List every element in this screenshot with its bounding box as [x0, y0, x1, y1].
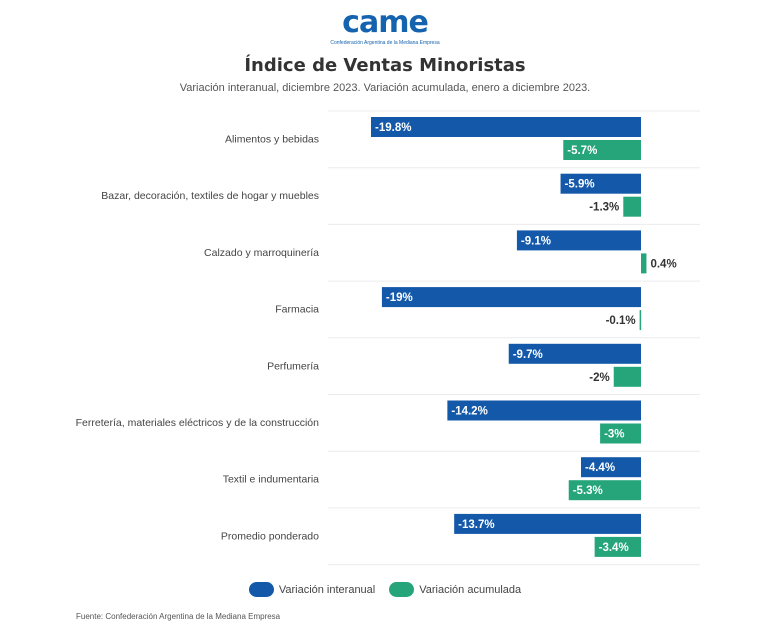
data-label: -5.3% — [573, 485, 603, 497]
bar-acumulada — [594, 536, 641, 557]
category-label: Farmacia — [275, 304, 319, 316]
bar-chart: Alimentos y bebidas -19.8% -5.7% Bazar, dec… — [76, 110, 700, 566]
data-label: -19.8% — [375, 122, 411, 134]
category-label: Bazar, decoración, textiles de hogar y m… — [101, 190, 319, 202]
legend-item-acumulada[interactable]: Variación acumulada — [389, 582, 521, 597]
bar-acumulada — [623, 196, 641, 217]
bar-acumulada — [563, 140, 641, 160]
bar-interanual — [454, 513, 641, 534]
data-label: -19% — [386, 292, 413, 304]
bar-interanual — [516, 230, 641, 251]
category-label: Ferretería, materiales eléctricos y de l… — [76, 417, 320, 429]
data-label: -4.4% — [585, 462, 615, 474]
bar-acumulada — [613, 366, 641, 387]
legend-label-interanual: Variación interanual — [278, 583, 376, 596]
data-label: -3.4% — [599, 542, 629, 554]
bar-interanual — [447, 400, 641, 421]
legend-item-interanual[interactable]: Variación interanual — [248, 582, 376, 597]
bar-acumulada — [568, 480, 641, 501]
legend-label-acumulada: Variación acumulada — [419, 583, 522, 596]
source-note: Fuente: Confederación Argentina de la Me… — [76, 612, 281, 621]
bar-interanual — [508, 343, 641, 364]
category-label: Calzado y marroquinería — [204, 247, 319, 259]
data-label: -2% — [589, 372, 609, 384]
data-label: 0.4% — [650, 258, 676, 270]
category-label: Promedio ponderado — [221, 530, 319, 542]
data-label: -5.9% — [565, 179, 595, 191]
category-label: Textil e indumentaria — [223, 474, 319, 486]
data-label: -1.3% — [589, 202, 619, 214]
bar-acumulada — [639, 310, 642, 331]
bar-interanual — [560, 173, 641, 194]
bar-acumulada — [600, 423, 641, 444]
bar-interanual — [581, 457, 641, 478]
category-label: Perfumería — [267, 360, 319, 372]
data-label: -13.7% — [458, 519, 494, 531]
chart-subtitle: Variación interanual, diciembre 2023. Va… — [179, 82, 591, 94]
logo-wordmark: came — [342, 5, 429, 40]
data-label: -5.7% — [567, 145, 597, 157]
data-label: -9.1% — [521, 235, 551, 247]
data-label: -3% — [604, 429, 624, 441]
bar-interanual — [371, 117, 641, 137]
category-label: Alimentos y bebidas — [225, 134, 319, 146]
chart-legend: Variación interanual Variación acumulada — [0, 582, 770, 597]
legend-swatch-acumulada — [389, 582, 415, 597]
came-logo: came Confederación Argentina de la Media… — [330, 6, 440, 52]
bar-interanual — [381, 287, 641, 308]
chart-title: Índice de Ventas Minoristas — [244, 55, 526, 76]
data-label: -14.2% — [451, 406, 487, 418]
logo-subtext: Confederación Argentina de la Mediana Em… — [330, 40, 440, 46]
data-label: -0.1% — [606, 315, 636, 327]
data-label: -9.7% — [513, 349, 543, 361]
legend-swatch-interanual — [248, 582, 274, 597]
bar-acumulada — [641, 253, 647, 274]
